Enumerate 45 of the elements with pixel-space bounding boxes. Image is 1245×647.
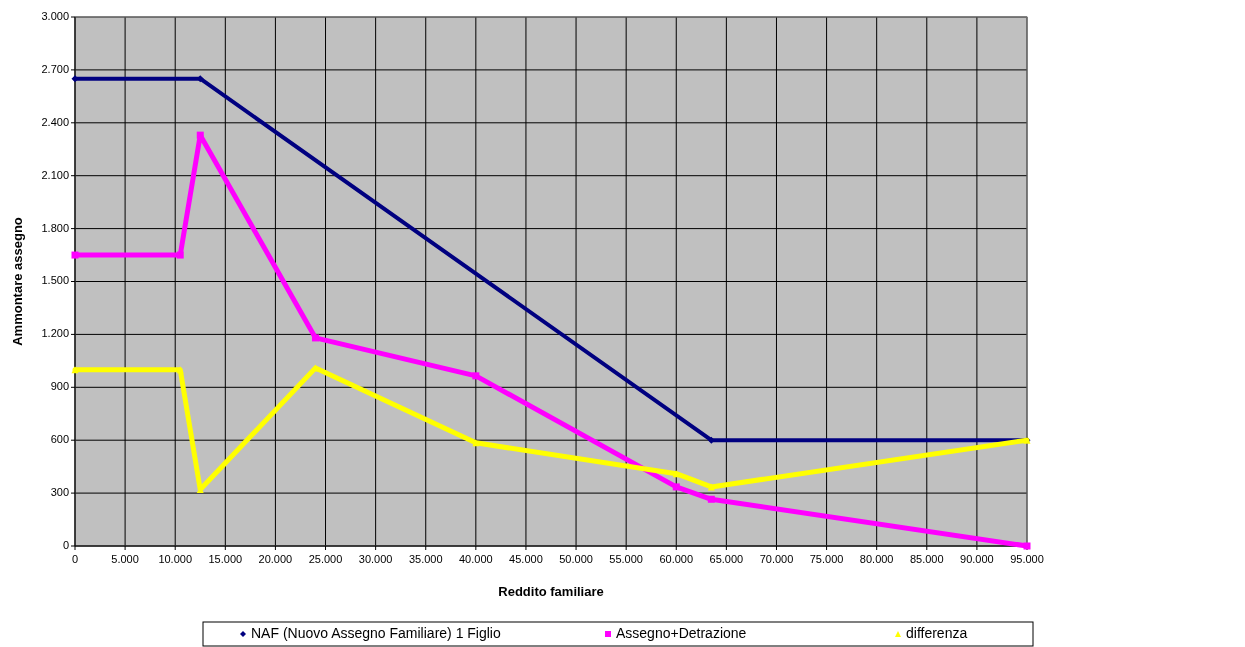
x-tick-label: 85.000 [909,553,944,565]
y-tick-label: 1.200 [41,327,69,340]
x-tick-label: 25.000 [308,553,343,565]
point [707,495,715,503]
y-axis-title: Ammontare assegno [10,217,25,346]
point [672,483,680,491]
x-tick-label: 15.000 [208,553,243,565]
y-tick-label: 1.800 [41,221,69,234]
x-tick-label: 55.000 [609,553,643,565]
legend-label: NAF (Nuovo Assegno Familiare) 1 Figlio [251,624,501,641]
x-tick-label: 40.000 [459,553,493,565]
point [707,436,715,444]
point [312,334,320,342]
x-tick-label: 80.000 [859,553,894,565]
x-tick-label: 90.000 [960,553,994,565]
point [196,131,204,139]
x-tick-label: 95.000 [1010,553,1044,565]
x-tick-label: 30.000 [358,553,393,565]
point [176,251,184,259]
y-tick-label: 2.100 [41,168,69,181]
y-tick-label: 600 [50,433,69,446]
x-tick-label: 50.000 [559,553,593,565]
x-tick-label: 75.000 [809,553,844,565]
y-tick-label: 2.400 [41,115,69,128]
x-tick-label: 5.000 [111,553,139,565]
x-tick-label: 70.000 [759,553,794,565]
y-tick-label: 0 [62,538,69,551]
y-tick-label: 900 [50,380,69,393]
x-tick-label: 35.000 [408,553,443,565]
x-tick-label: 45.000 [509,553,543,565]
legend-label: differenza [906,624,968,641]
y-tick-label: 300 [50,486,69,499]
x-tick-label: 20.000 [258,553,293,565]
legend-label: Assegno+Detrazione [616,624,747,641]
x-tick-label: 65.000 [709,553,744,565]
x-tick-label: 10.000 [158,553,193,565]
point [71,251,79,259]
y-tick-label: 2.700 [41,62,69,75]
y-tick-label: 1.500 [41,274,69,287]
point [472,372,480,380]
x-axis-title: Reddito familiare [498,584,604,599]
point [71,366,79,374]
y-tick-label: 3.000 [41,9,69,22]
x-tick-label: 60.000 [659,553,694,565]
x-tick-label: 0 [71,553,79,565]
